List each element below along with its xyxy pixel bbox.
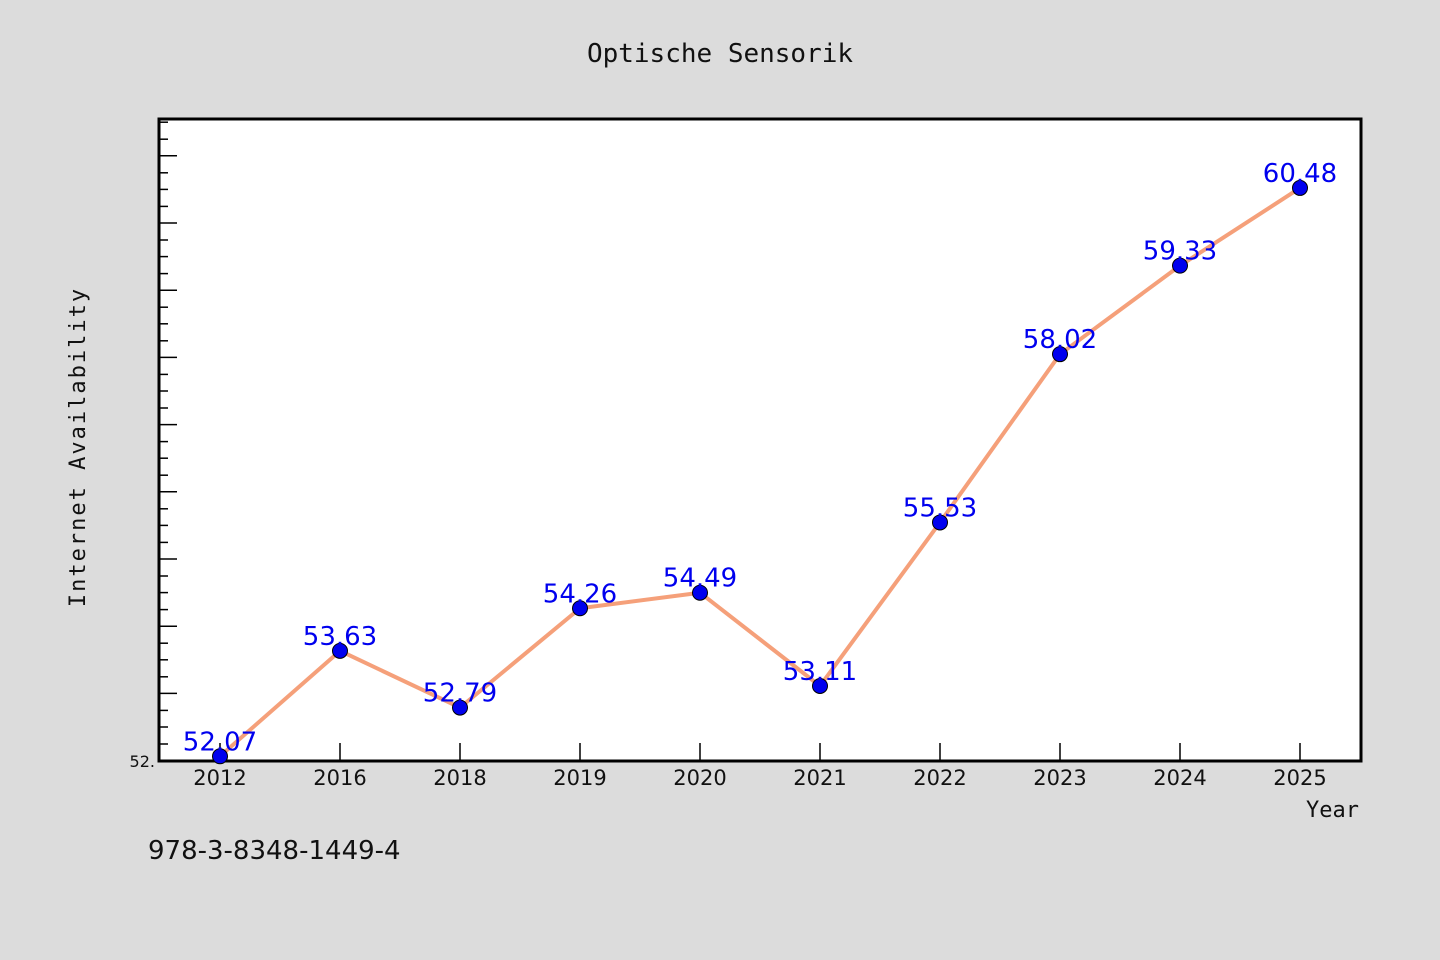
x-tick-label: 2018: [433, 766, 486, 790]
data-label: 55.53: [903, 493, 977, 523]
data-label: 60.48: [1263, 159, 1337, 189]
data-label: 54.49: [663, 564, 737, 594]
y-axis-label: Internet Availability: [66, 287, 91, 607]
x-tick-label: 2021: [793, 766, 846, 790]
data-point: [1172, 257, 1188, 274]
data-point: [1052, 346, 1068, 363]
data-point: [692, 584, 708, 601]
series-line: [218, 186, 1302, 758]
data-label: 53.63: [303, 622, 377, 652]
x-axis-label: Year: [1306, 798, 1359, 823]
data-label: 59.33: [1143, 237, 1217, 267]
data-label: 53.11: [783, 657, 857, 687]
y-tick-label: 52.: [130, 752, 155, 771]
isbn-text: 978-3-8348-1449-4: [148, 836, 401, 866]
data-label: 52.07: [183, 727, 257, 757]
x-tick-label: 2012: [193, 766, 246, 790]
data-label: 52.79: [423, 679, 497, 709]
x-axis-ticks: 2012 2016 2018 2019 2020 2021 2022 2023 2024 2025: [193, 743, 1327, 790]
y-axis-ticks: 52.: [130, 121, 177, 771]
x-tick-label: 2022: [913, 766, 966, 790]
data-point: [1292, 179, 1308, 196]
data-point: [452, 699, 468, 716]
data-point: [572, 600, 588, 617]
data-point: [332, 642, 348, 659]
data-point: [812, 677, 828, 694]
x-tick-label: 2023: [1033, 766, 1086, 790]
data-label: 54.26: [543, 579, 617, 609]
x-tick-label: 2019: [553, 766, 606, 790]
x-tick-label: 2025: [1273, 766, 1326, 790]
plot-area: [157, 117, 1363, 763]
data-series: 52.07 53.63 52.79 54.26 54.49 53.11 55.53 58.02…: [183, 159, 1337, 765]
chart-title: Optische Sensorik: [587, 39, 853, 69]
data-label: 58.02: [1023, 325, 1097, 355]
x-tick-label: 2024: [1153, 766, 1206, 790]
data-point: [932, 514, 948, 531]
x-tick-label: 2020: [673, 766, 726, 790]
data-point: [212, 748, 228, 765]
x-tick-label: 2016: [313, 766, 366, 790]
